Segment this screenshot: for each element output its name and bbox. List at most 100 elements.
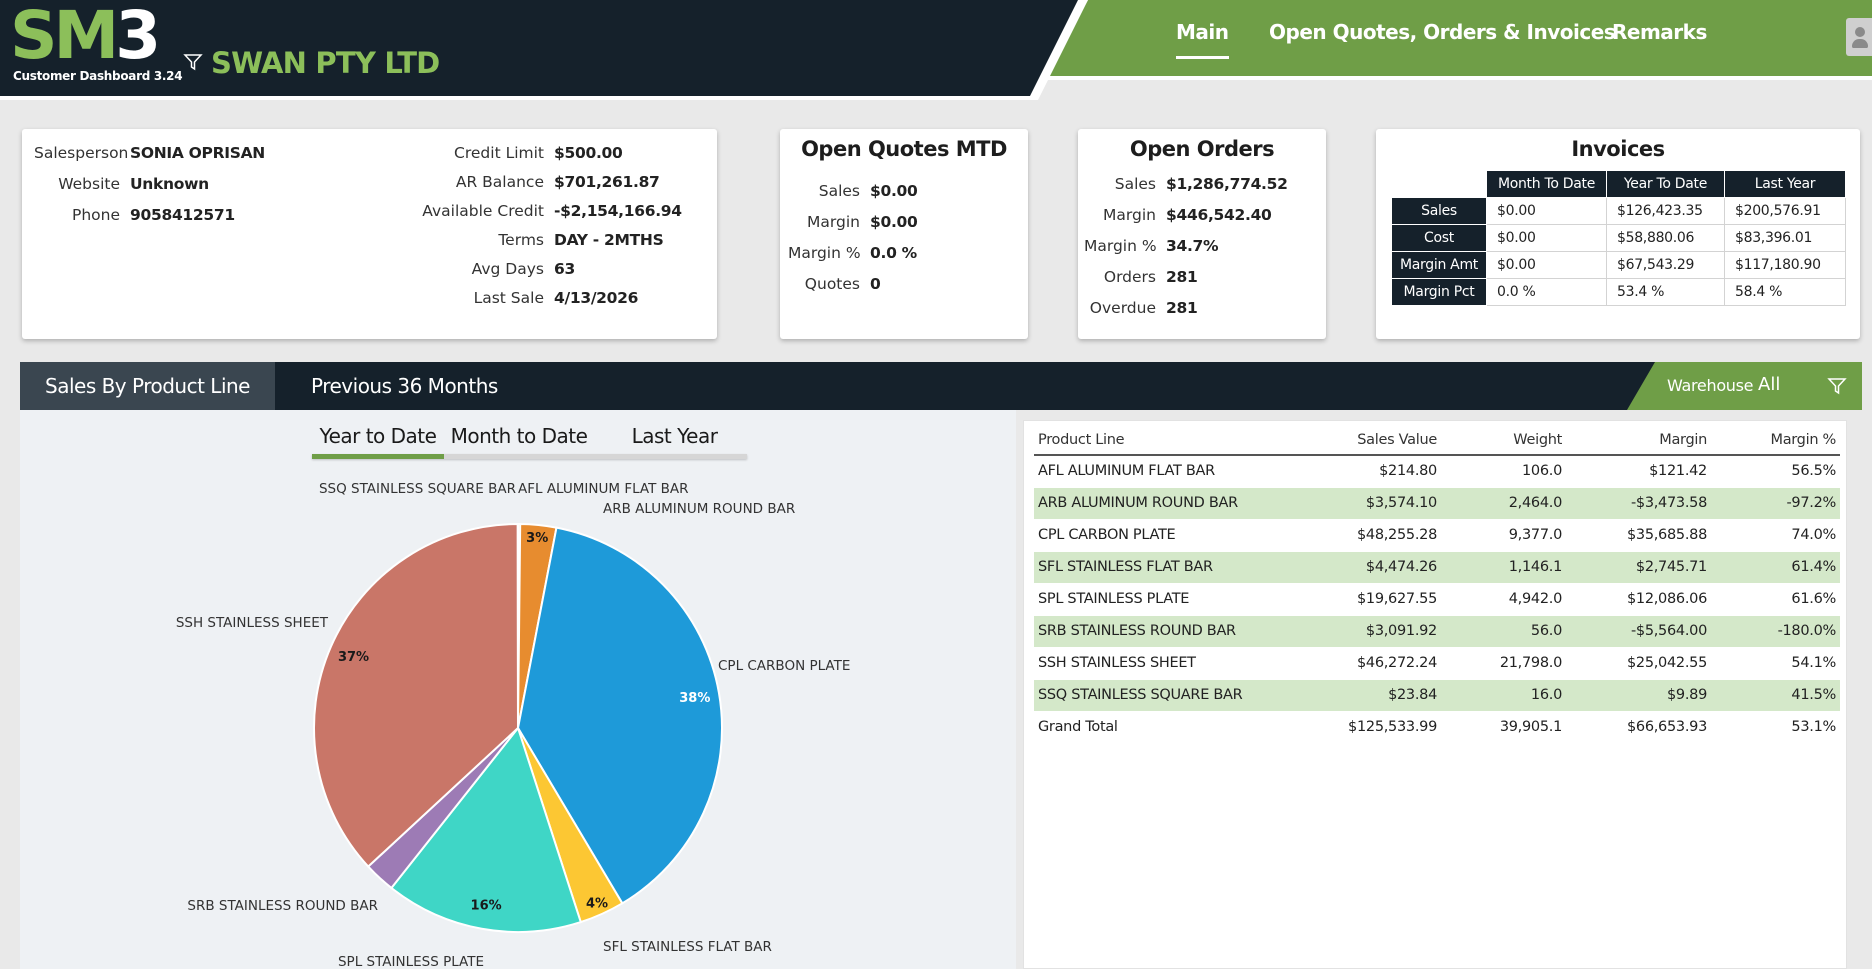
last-sale-label: Last Sale <box>473 289 544 307</box>
invoices-row-label: Sales <box>1391 197 1487 225</box>
invoices-cell: 0.0 % <box>1485 278 1607 306</box>
cell-margin: $35,685.88 <box>1566 519 1711 552</box>
cell-weight: 106.0 <box>1441 455 1566 488</box>
open-orders-title: Open Orders <box>1129 137 1275 161</box>
pie-category-label: SSH STAINLESS SHEET <box>176 615 329 631</box>
website-value: Unknown <box>130 175 209 193</box>
invoices-row-label: Cost <box>1391 224 1487 252</box>
nav-tab-main[interactable]: Main <box>1176 20 1229 59</box>
orders-margin-pct-label: Margin % <box>1084 237 1157 255</box>
pie-slice-spl[interactable] <box>389 725 583 933</box>
cell-total-sales-value: $125,533.99 <box>1348 719 1437 736</box>
orders-overdue-label: Overdue <box>1089 299 1156 317</box>
table-row[interactable]: SSQ STAINLESS SQUARE BAR $23.84 16.0 $9.… <box>1034 679 1840 712</box>
pie-category-label: AFL ALUMINUM FLAT BAR <box>518 481 689 497</box>
invoices-title: Invoices <box>1571 137 1665 161</box>
table-row[interactable]: CPL CARBON PLATE $48,255.28 9,377.0 $35,… <box>1034 519 1840 552</box>
period-active-indicator <box>312 454 444 459</box>
open-quotes-title: Open Quotes MTD <box>801 137 1007 161</box>
grand-total-row: Grand Total $125,533.99 39,905.1 $66,653… <box>1034 711 1840 743</box>
pie-slice-ssh[interactable] <box>313 522 520 868</box>
invoices-header-row: Month To Date Year To Date Last Year <box>1392 170 1846 198</box>
tab-previous-36-months[interactable]: Previous 36 Months <box>311 374 498 398</box>
orders-count-value: 281 <box>1166 268 1198 286</box>
orders-count-label: Orders <box>1103 268 1156 286</box>
quotes-sales-value: $0.00 <box>870 182 918 200</box>
filter-icon[interactable] <box>183 52 203 72</box>
invoices-row-label: Margin Amt <box>1391 251 1487 279</box>
table-row[interactable]: AFL ALUMINUM FLAT BAR $214.80 106.0 $121… <box>1034 455 1840 488</box>
cell-margin-pct: 56.5% <box>1711 455 1840 488</box>
pie-pct-label: 38% <box>679 691 710 706</box>
invoices-col-header: Last Year <box>1723 170 1846 198</box>
cell-sales-value: $23.84 <box>1292 679 1441 712</box>
cell-total-weight: 39,905.1 <box>1499 719 1562 736</box>
invoices-cell: $83,396.01 <box>1723 224 1846 252</box>
quotes-count-value: 0 <box>870 275 881 293</box>
table-row[interactable]: SRB STAINLESS ROUND BAR $3,091.92 56.0 -… <box>1034 615 1840 648</box>
invoices-cell: 58.4 % <box>1723 278 1846 306</box>
cell-weight: 1,146.1 <box>1441 551 1566 584</box>
table-row[interactable]: SFL STAINLESS FLAT BAR $4,474.26 1,146.1… <box>1034 551 1840 584</box>
warehouse-label: Warehouse <box>1667 376 1754 395</box>
col-header-sales-value[interactable]: Sales Value <box>1292 425 1441 456</box>
cell-product-line: SSH STAINLESS SHEET <box>1034 647 1292 680</box>
tab-sales-by-product-line[interactable]: Sales By Product Line <box>20 362 275 410</box>
invoices-col-header: Year To Date <box>1605 170 1725 198</box>
cell-product-line: SFL STAINLESS FLAT BAR <box>1034 551 1292 584</box>
pie-category-label: SRB STAINLESS ROUND BAR <box>187 898 378 914</box>
tab-month-to-date[interactable]: Month to Date <box>450 424 588 448</box>
invoices-table: Month To Date Year To Date Last Year Sal… <box>1391 170 1846 306</box>
warehouse-filter[interactable]: Warehouse All <box>1655 362 1862 410</box>
open-quotes-fields: Sales $0.00 Margin $0.00 Margin % 0.0 % Quo… <box>788 176 918 300</box>
invoices-row: Margin Amt $0.00 $67,543.29 $117,180.90 <box>1391 251 1846 279</box>
pie-pct-label: 37% <box>338 650 369 665</box>
cell-product-line: SPL STAINLESS PLATE <box>1034 583 1292 616</box>
warehouse-filter-icon[interactable] <box>1827 376 1847 396</box>
orders-margin-value: $446,542.40 <box>1166 206 1272 224</box>
cell-weight: 16.0 <box>1441 679 1566 712</box>
table-row[interactable]: SPL STAINLESS PLATE $19,627.55 4,942.0 $… <box>1034 583 1840 616</box>
col-header-product-line[interactable]: Product Line <box>1034 425 1292 456</box>
table-row[interactable]: SSH STAINLESS SHEET $46,272.24 21,798.0 … <box>1034 647 1840 680</box>
table-row[interactable]: ARB ALUMINUM ROUND BAR $3,574.10 2,464.0… <box>1034 487 1840 520</box>
quotes-sales-label: Sales <box>818 182 860 200</box>
credit-limit-label: Credit Limit <box>454 144 544 162</box>
quotes-count-label: Quotes <box>804 275 860 293</box>
invoices-row: Cost $0.00 $58,880.06 $83,396.01 <box>1391 224 1846 252</box>
salesperson-label: Salesperson <box>34 144 129 162</box>
credit-limit-value: $500.00 <box>554 144 623 162</box>
invoices-col-header: Month To Date <box>1485 170 1607 198</box>
orders-margin-label: Margin <box>1103 206 1156 224</box>
open-orders-card: Open Orders Sales $1,286,774.52 Margin $44… <box>1078 129 1326 339</box>
pie-category-label: SSQ STAINLESS SQUARE BAR <box>319 481 516 497</box>
col-header-margin-pct[interactable]: Margin % <box>1711 425 1840 456</box>
invoices-cell: $0.00 <box>1485 224 1607 252</box>
nav-tab-open-quotes-orders-invoices[interactable]: Open Quotes, Orders & Invoices <box>1269 20 1616 44</box>
contact-card-icon[interactable] <box>1846 18 1872 56</box>
col-header-weight[interactable]: Weight <box>1441 425 1566 456</box>
pie-slice-cpl[interactable] <box>516 526 723 905</box>
tab-year-to-date[interactable]: Year to Date <box>319 424 437 448</box>
invoices-row: Margin Pct 0.0 % 53.4 % 58.4 % <box>1391 278 1846 306</box>
quotes-margin-pct-label: Margin % <box>788 244 861 262</box>
cell-product-line: AFL ALUMINUM FLAT BAR <box>1034 455 1292 488</box>
cell-margin: $25,042.55 <box>1566 647 1711 680</box>
cell-weight: 56.0 <box>1441 615 1566 648</box>
col-header-margin[interactable]: Margin <box>1566 425 1711 456</box>
pie-category-label: CPL CARBON PLATE <box>718 658 850 674</box>
header-background <box>0 0 1872 100</box>
company-name: SWAN PTY LTD <box>211 46 440 80</box>
invoices-cell: $67,543.29 <box>1605 251 1725 279</box>
customer-left-fields: Salesperson SONIA OPRISAN Website Unknown … <box>34 139 265 230</box>
cell-product-line: ARB ALUMINUM ROUND BAR <box>1034 487 1292 520</box>
tab-last-year[interactable]: Last Year <box>631 424 718 448</box>
cell-product-line: CPL CARBON PLATE <box>1034 519 1292 552</box>
nav-tab-remarks[interactable]: Remarks <box>1612 20 1707 44</box>
orders-sales-value: $1,286,774.52 <box>1166 175 1288 193</box>
product-table-header-row: Product Line Sales Value Weight Margin M… <box>1034 425 1840 456</box>
warehouse-value[interactable]: All <box>1758 374 1781 395</box>
cell-margin-pct: 41.5% <box>1711 679 1840 712</box>
cell-margin-pct: 61.6% <box>1711 583 1840 616</box>
sales-pie-chart: AFL ALUMINUM FLAT BAR 3% ARB ALUMINUM ROUN… <box>176 481 851 969</box>
